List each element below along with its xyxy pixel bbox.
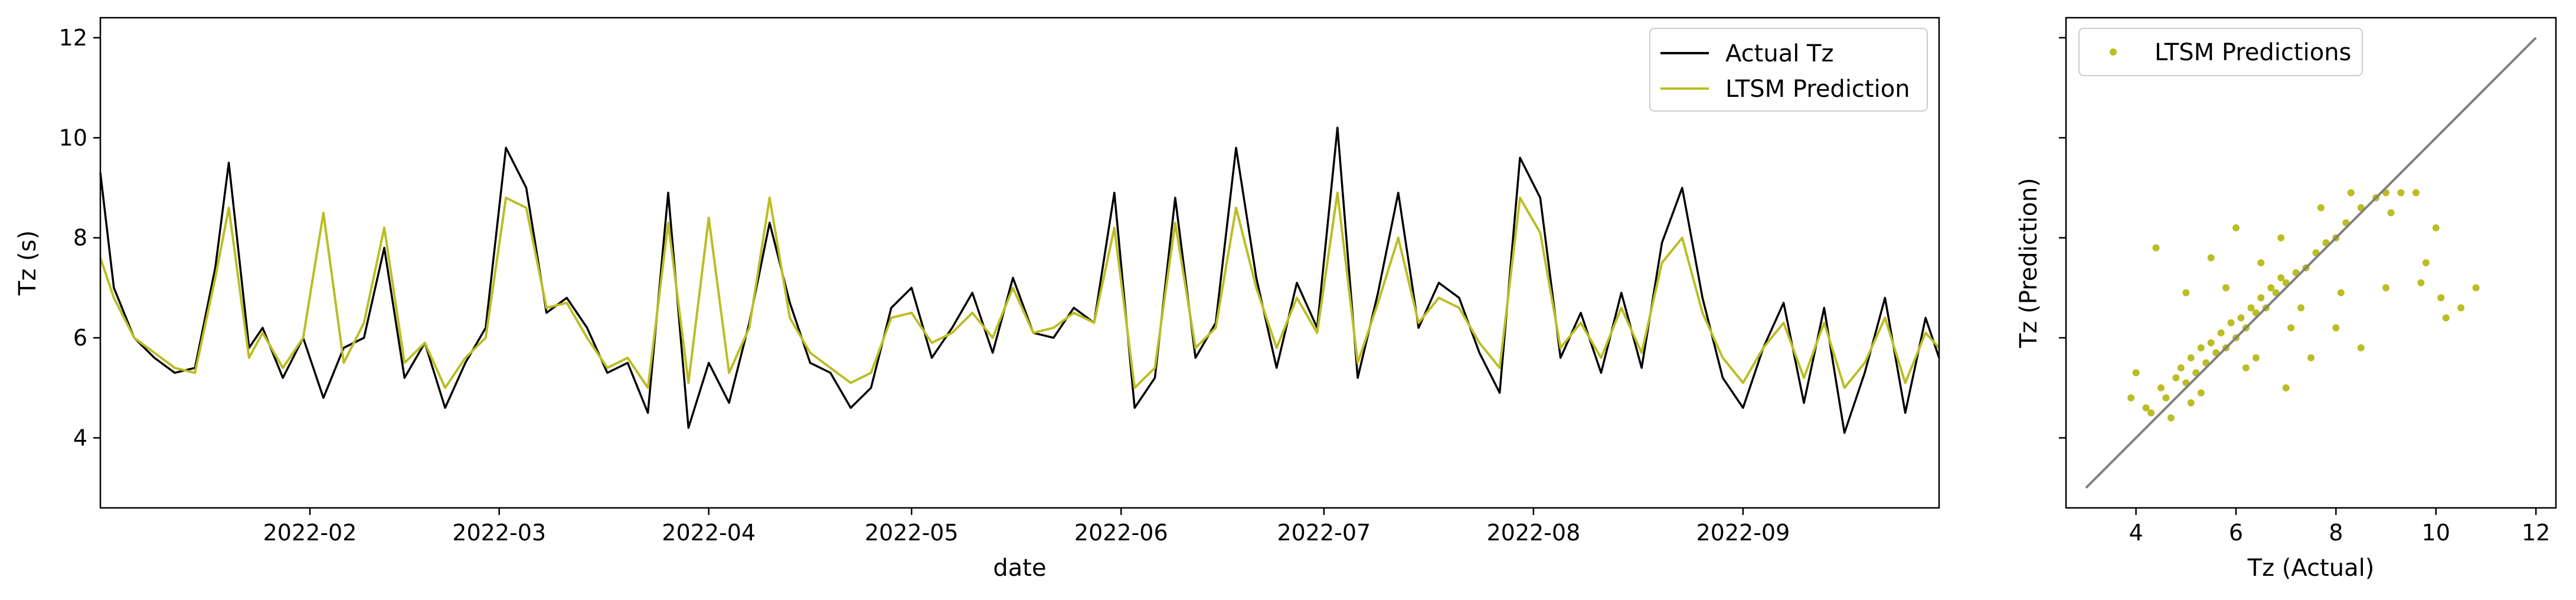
scatter-point bbox=[2217, 329, 2225, 337]
scatter-point bbox=[2287, 324, 2295, 332]
scatter-ticks: 4 6 8 10 12 bbox=[2059, 37, 2550, 546]
scatter-point bbox=[2152, 244, 2160, 252]
scatter-point bbox=[2277, 234, 2285, 242]
scatter-point bbox=[2442, 314, 2450, 322]
scatter-point bbox=[2197, 389, 2205, 397]
time-series-x-label: date bbox=[993, 555, 1046, 582]
x-tick-label: 2022-04 bbox=[662, 520, 756, 546]
scatter-point bbox=[2337, 289, 2345, 296]
y-tick-label: 10 bbox=[59, 125, 87, 151]
time-series-y-label: Tz (s) bbox=[14, 230, 41, 296]
scatter-point bbox=[2207, 254, 2215, 262]
y-tick-label: 12 bbox=[59, 25, 87, 51]
x-tick-label: 4 bbox=[2129, 520, 2143, 546]
scatter-point bbox=[2382, 284, 2389, 292]
scatter-points bbox=[2085, 37, 2537, 489]
scatter-point bbox=[2317, 204, 2325, 211]
scatter-point bbox=[2177, 364, 2185, 371]
scatter-point bbox=[2397, 189, 2405, 197]
scatter-point bbox=[2252, 354, 2260, 361]
scatter-point bbox=[2232, 224, 2240, 231]
scatter-point bbox=[2472, 284, 2480, 292]
scatter-point bbox=[2222, 284, 2230, 292]
x-tick-label: 12 bbox=[2522, 520, 2550, 546]
scatter-point bbox=[2182, 289, 2190, 296]
scatter-point bbox=[2247, 304, 2255, 312]
legend-entry: LTSM Prediction bbox=[1725, 76, 1910, 103]
scatter-point bbox=[2347, 189, 2355, 197]
scatter-point bbox=[2437, 294, 2445, 302]
series-line-actual-tz bbox=[99, 126, 1940, 434]
scatter-point bbox=[2242, 364, 2250, 371]
x-tick-label: 2022-02 bbox=[263, 520, 357, 546]
legend-box bbox=[1649, 28, 1928, 112]
time-series-lines bbox=[99, 126, 1940, 434]
scatter-point bbox=[2162, 394, 2170, 402]
x-tick-label: 6 bbox=[2229, 520, 2243, 546]
scatter-legend: LTSM Predictions bbox=[2078, 28, 2363, 76]
scatter-point bbox=[2197, 344, 2205, 351]
scatter-y-label: Tz (Prediction) bbox=[2015, 178, 2042, 348]
scatter-point bbox=[2387, 209, 2395, 217]
series-line-ltsm-prediction bbox=[99, 191, 1940, 389]
scatter-point bbox=[2172, 374, 2180, 381]
scatter-point bbox=[2187, 354, 2195, 361]
x-tick-label: 2022-03 bbox=[452, 520, 546, 546]
scatter-point bbox=[2267, 284, 2275, 292]
x-tick-label: 2022-09 bbox=[1696, 520, 1790, 546]
scatter-point bbox=[2357, 344, 2365, 351]
y-tick-label: 4 bbox=[73, 425, 87, 451]
scatter-frame bbox=[2065, 17, 2557, 509]
scatter-panel: 4 6 8 10 12 Tz (Actual) Tz (Prediction) LTSM… bbox=[2015, 17, 2557, 582]
scatter-point bbox=[2157, 384, 2165, 392]
scatter-point bbox=[2257, 259, 2265, 266]
y-tick-label: 6 bbox=[73, 325, 87, 351]
scatter-point bbox=[2227, 319, 2235, 327]
scatter-point bbox=[2412, 189, 2420, 197]
time-series-frame bbox=[99, 17, 1940, 509]
legend-entry: LTSM Predictions bbox=[2155, 39, 2351, 66]
scatter-point bbox=[2277, 274, 2285, 282]
scatter-point bbox=[2422, 259, 2430, 266]
scatter-point bbox=[2127, 394, 2135, 402]
scatter-point bbox=[2142, 404, 2150, 412]
scatter-point bbox=[2307, 354, 2315, 361]
x-tick-label: 2022-08 bbox=[1486, 520, 1580, 546]
scatter-point bbox=[2257, 294, 2265, 302]
time-series-legend: Actual Tz LTSM Prediction bbox=[1649, 28, 1928, 112]
scatter-point bbox=[2237, 314, 2245, 322]
time-series-panel: 4 6 8 10 12 2022-02 2022-03 2022-04 2022-05 2022-… bbox=[14, 17, 1940, 582]
scatter-point bbox=[2332, 324, 2340, 332]
x-tick-label: 2022-06 bbox=[1074, 520, 1168, 546]
x-tick-label: 8 bbox=[2329, 520, 2343, 546]
scatter-x-label: Tz (Actual) bbox=[2247, 555, 2375, 582]
scatter-point bbox=[2457, 304, 2465, 312]
x-tick-label: 10 bbox=[2422, 520, 2450, 546]
scatter-point bbox=[2147, 409, 2155, 417]
scatter-point bbox=[2187, 399, 2195, 407]
scatter-point bbox=[2207, 339, 2215, 347]
legend-swatch bbox=[2110, 48, 2117, 56]
y-tick-label: 8 bbox=[73, 225, 87, 251]
legend-box bbox=[2078, 28, 2363, 76]
time-series-ticks: 4 6 8 10 12 2022-02 2022-03 2022-04 2022-05 2022-… bbox=[59, 25, 1790, 546]
scatter-point bbox=[2282, 384, 2290, 392]
identity-line bbox=[2085, 37, 2537, 489]
legend-entry: Actual Tz bbox=[1725, 40, 1833, 67]
scatter-point bbox=[2432, 224, 2440, 231]
scatter-point bbox=[2167, 414, 2175, 422]
x-tick-label: 2022-07 bbox=[1277, 520, 1371, 546]
scatter-point bbox=[2417, 279, 2425, 286]
scatter-point bbox=[2132, 369, 2140, 377]
scatter-point bbox=[2297, 304, 2305, 312]
x-tick-label: 2022-05 bbox=[865, 520, 959, 546]
